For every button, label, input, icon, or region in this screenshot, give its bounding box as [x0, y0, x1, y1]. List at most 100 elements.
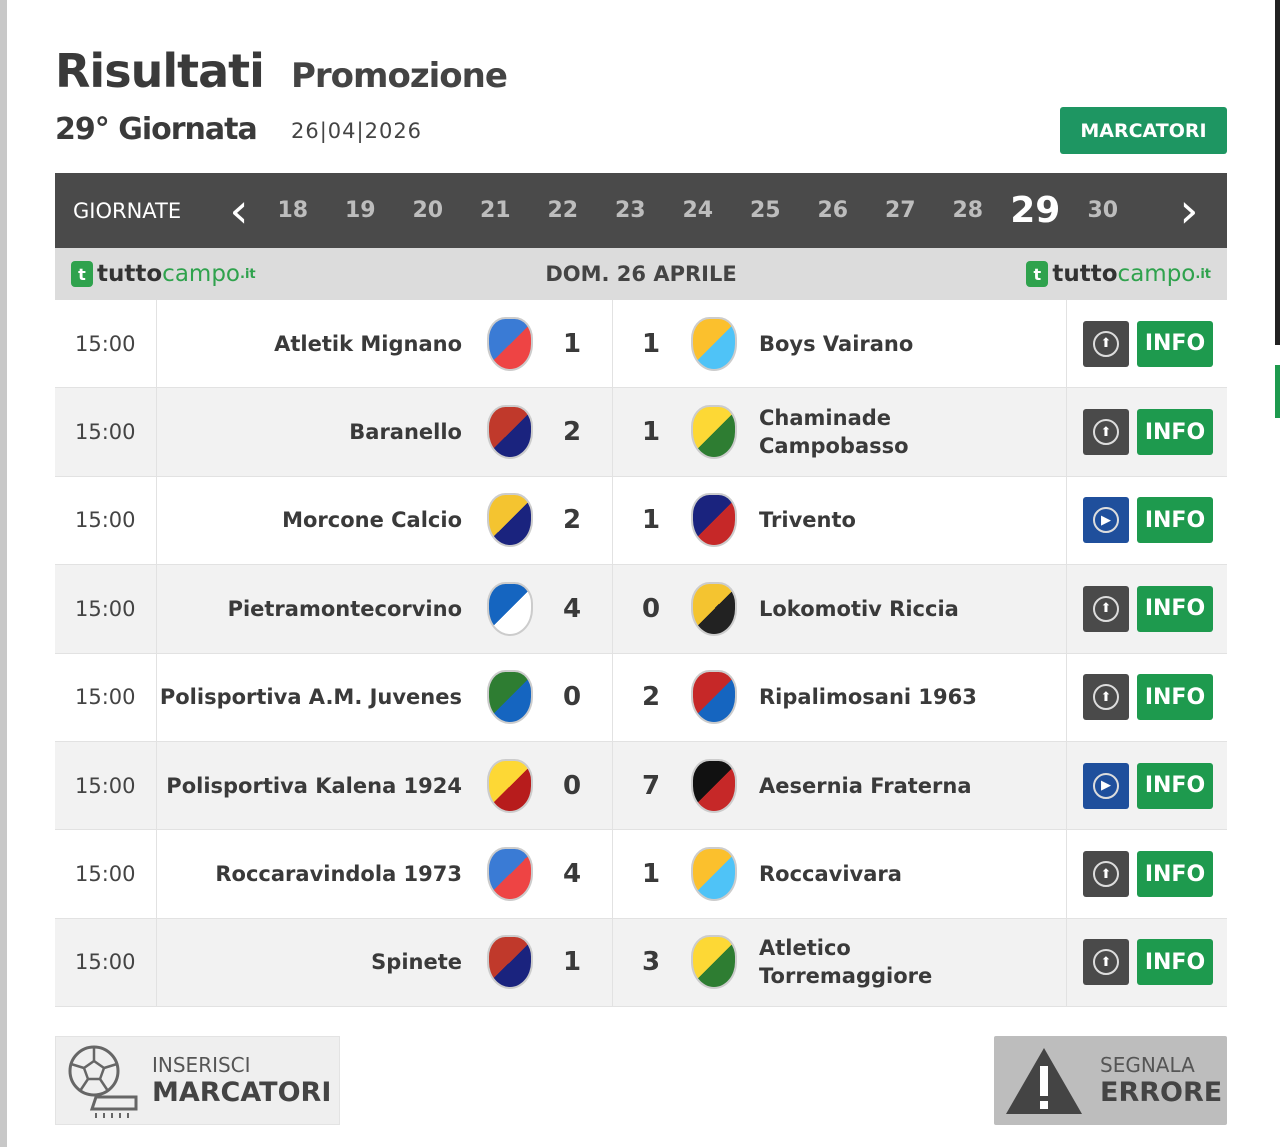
away-team[interactable]: Lokomotiv Riccia	[759, 596, 959, 621]
home-team[interactable]: Spinete	[371, 950, 462, 975]
match-row: 15:00 Morcone Calcio 2 1 Trivento ▶ INFO	[55, 476, 1227, 566]
home-score: 2	[562, 505, 582, 536]
round-18[interactable]: 18	[277, 198, 309, 223]
away-team[interactable]: Chaminade Campobasso	[759, 406, 909, 459]
round-19[interactable]: 19	[344, 198, 376, 223]
round-26[interactable]: 26	[817, 198, 849, 223]
away-score: 1	[641, 417, 661, 448]
away-team[interactable]: Atletico Torremaggiore	[759, 936, 933, 989]
away-crest-icon	[691, 405, 737, 460]
info-button[interactable]: INFO	[1137, 939, 1213, 986]
play-icon: ▶	[1093, 507, 1119, 534]
upload-button[interactable]: ⬆	[1083, 939, 1129, 986]
round-24[interactable]: 24	[682, 198, 714, 223]
away-team[interactable]: Boys Vairano	[759, 331, 914, 356]
rounds-label: GIORNATE	[73, 198, 182, 223]
round-30[interactable]: 30	[1087, 198, 1119, 223]
upload-button[interactable]: ⬆	[1083, 320, 1129, 367]
upload-button[interactable]: ⬆	[1083, 585, 1129, 632]
home-team[interactable]: Baranello	[349, 420, 462, 445]
match-time: 15:00	[55, 653, 157, 741]
home-team[interactable]: Atletik Mignano	[274, 331, 462, 356]
upload-icon: ⬆	[1093, 949, 1119, 976]
away-crest-icon	[691, 935, 737, 990]
info-button[interactable]: INFO	[1137, 851, 1213, 898]
away-crest-icon	[691, 493, 737, 548]
home-crest-icon	[487, 758, 533, 813]
upload-button[interactable]: ⬆	[1083, 851, 1129, 898]
away-score: 3	[641, 947, 661, 978]
home-crest-icon	[487, 316, 533, 371]
round-21[interactable]: 21	[479, 198, 511, 223]
home-score: 1	[562, 947, 582, 978]
play-icon: ▶	[1093, 772, 1119, 799]
warning-icon	[1006, 1047, 1082, 1114]
round-23[interactable]: 23	[614, 198, 646, 223]
round-22[interactable]: 22	[547, 198, 579, 223]
away-team[interactable]: Ripalimosani 1963	[759, 685, 977, 710]
home-score: 4	[562, 859, 582, 890]
page-title: Risultati	[55, 44, 265, 98]
home-crest-icon	[487, 670, 533, 725]
home-crest-icon	[487, 935, 533, 990]
match-time: 15:00	[55, 565, 157, 653]
round-navigator: GIORNATE ‹ 18 19 20 21 22 23 24 25 26 27 28 29 30 ›	[55, 173, 1227, 248]
info-button[interactable]: INFO	[1137, 585, 1213, 632]
home-team[interactable]: Polisportiva A.M. Juvenes	[159, 685, 462, 710]
league-name: Promozione	[291, 56, 508, 96]
match-time: 15:00	[55, 300, 157, 388]
results-table: 15:00 Atletik Mignano 1 1 Boys Vairano ⬆…	[55, 300, 1227, 1008]
upload-button[interactable]: ⬆	[1083, 674, 1129, 721]
home-score: 1	[562, 328, 582, 359]
away-team[interactable]: Aesernia Fraterna	[759, 773, 972, 798]
match-day: DOM. 26 APRILE	[545, 262, 737, 286]
away-team[interactable]: Trivento	[759, 508, 856, 533]
info-button[interactable]: INFO	[1137, 320, 1213, 367]
match-row: 15:00 Spinete 1 3 Atletico Torremaggiore…	[55, 918, 1227, 1008]
upload-icon: ⬆	[1093, 330, 1119, 357]
match-time: 15:00	[55, 388, 157, 476]
home-score: 2	[562, 417, 582, 448]
home-team[interactable]: Morcone Calcio	[282, 508, 462, 533]
report-label: SEGNALA	[1100, 1053, 1195, 1077]
home-crest-icon	[487, 493, 533, 548]
home-score: 0	[562, 770, 582, 801]
match-row: 15:00 Roccaravindola 1973 4 1 Roccavivar…	[55, 830, 1227, 919]
match-time: 15:00	[55, 741, 157, 830]
report-label-bold: ERRORE	[1100, 1077, 1223, 1108]
away-team[interactable]: Roccavivara	[759, 862, 902, 887]
insert-label-bold: MARCATORI	[152, 1077, 332, 1108]
info-button[interactable]: INFO	[1137, 409, 1213, 456]
video-button[interactable]: ▶	[1083, 762, 1129, 809]
side-tab[interactable]	[1275, 365, 1280, 418]
match-row: 15:00 Baranello 2 1 Chaminade Campobasso…	[55, 388, 1227, 477]
home-team[interactable]: Polisportiva Kalena 1924	[166, 773, 462, 798]
home-score: 0	[562, 682, 582, 713]
info-button[interactable]: INFO	[1137, 674, 1213, 721]
home-team[interactable]: Pietramontecorvino	[227, 596, 462, 621]
upload-button[interactable]: ⬆	[1083, 409, 1129, 456]
report-error-button[interactable]: SEGNALA ERRORE	[994, 1036, 1227, 1125]
round-25[interactable]: 25	[749, 198, 781, 223]
round-20[interactable]: 20	[412, 198, 444, 223]
info-button[interactable]: INFO	[1137, 497, 1213, 544]
home-crest-icon	[487, 405, 533, 460]
match-time: 15:00	[55, 918, 157, 1007]
scrollbar[interactable]	[1275, 0, 1280, 345]
video-button[interactable]: ▶	[1083, 497, 1129, 544]
chevron-right-icon[interactable]: ›	[1179, 182, 1199, 239]
marcatori-button[interactable]: MARCATORI	[1060, 107, 1227, 154]
chevron-left-icon[interactable]: ‹	[229, 182, 249, 239]
round-29[interactable]: 29	[1010, 190, 1061, 231]
home-team[interactable]: Roccaravindola 1973	[215, 862, 462, 887]
match-time: 15:00	[55, 830, 157, 918]
round-date: 26|04|2026	[291, 119, 423, 143]
insert-scorers-button[interactable]: INSERISCI MARCATORI	[55, 1036, 340, 1125]
round-28[interactable]: 28	[952, 198, 984, 223]
home-crest-icon	[487, 581, 533, 636]
day-header: t tutto campo .it DOM. 26 APRILE t tutto camp…	[55, 248, 1227, 300]
round-27[interactable]: 27	[884, 198, 916, 223]
info-button[interactable]: INFO	[1137, 762, 1213, 809]
ball-boot-icon	[68, 1045, 138, 1118]
away-score: 1	[641, 859, 661, 890]
